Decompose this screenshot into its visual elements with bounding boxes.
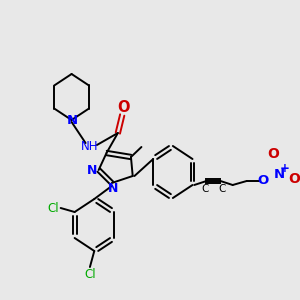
Text: O: O <box>289 172 300 186</box>
Text: +: + <box>280 161 290 175</box>
Text: Cl: Cl <box>48 202 59 214</box>
Text: O: O <box>117 100 129 116</box>
Text: N: N <box>107 182 118 194</box>
Text: NH: NH <box>81 140 99 154</box>
Text: O: O <box>267 147 279 161</box>
Text: N: N <box>273 167 284 181</box>
Text: Cl: Cl <box>84 268 96 281</box>
Text: N: N <box>87 164 98 176</box>
Text: C: C <box>218 184 226 194</box>
Text: N: N <box>67 113 78 127</box>
Text: O: O <box>258 175 269 188</box>
Text: -: - <box>299 176 300 188</box>
Text: C: C <box>201 184 208 194</box>
